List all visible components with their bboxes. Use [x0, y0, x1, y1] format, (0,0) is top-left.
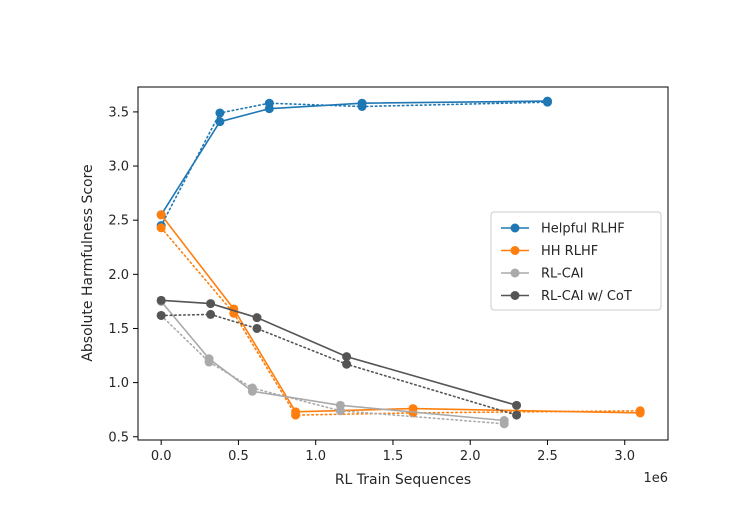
legend-item: RL-CAI w/ CoT	[501, 289, 632, 304]
data-point	[542, 96, 552, 106]
series-line-dotted	[160, 313, 518, 416]
data-point	[335, 400, 345, 410]
legend-label: RL-CAI w/ CoT	[541, 289, 632, 304]
legend-marker	[510, 223, 520, 233]
legend: Helpful RLHF HH RLHF RL-CAI RL-CAI w/ CoT	[490, 211, 662, 311]
series-line-dotted	[160, 314, 506, 425]
x-axis-ticks: 0.0 0.5 1.0 1.5 2.0 2.5 3.0	[151, 440, 635, 464]
data-point	[635, 408, 645, 418]
data-point	[357, 98, 367, 108]
legend-marker	[510, 246, 520, 255]
data-point	[342, 352, 352, 362]
data-point	[204, 354, 214, 364]
x-tick-label: 0.0	[151, 449, 172, 464]
legend-item: RL-CAI	[501, 267, 584, 282]
data-point	[499, 416, 509, 426]
y-tick-label: 3.0	[108, 160, 129, 175]
y-tick-label: 1.0	[108, 376, 129, 391]
data-point	[291, 407, 301, 417]
legend-label: HH RLHF	[541, 244, 598, 259]
legend-box	[490, 211, 662, 311]
plot-marks	[156, 96, 645, 429]
series-rl-cai-w-cot	[156, 295, 522, 420]
legend-marker	[510, 268, 520, 278]
legend-marker	[510, 291, 520, 300]
y-tick-label: 0.5	[108, 430, 129, 445]
y-tick-label: 1.5	[108, 322, 129, 337]
data-point	[156, 310, 166, 320]
x-tick-label: 1.5	[383, 449, 404, 464]
data-point	[156, 210, 166, 220]
y-axis-ticks: 0.5 1.0 1.5 2.0 2.5 3.0 3.5	[108, 105, 138, 445]
y-tick-label: 3.5	[108, 105, 129, 120]
x-axis-label: RL Train Sequences	[335, 472, 471, 488]
series-helpful-rlhf	[156, 96, 552, 231]
x-tick-label: 1.0	[305, 449, 326, 464]
data-point	[408, 404, 418, 414]
y-tick-label: 2.0	[108, 268, 129, 283]
x-tick-label: 2.0	[460, 449, 481, 464]
data-point	[512, 410, 522, 420]
plot-area-frame	[137, 86, 669, 441]
series-hh-rlhf	[156, 210, 645, 420]
legend-item: Helpful RLHF	[501, 222, 625, 237]
data-point	[252, 313, 262, 323]
data-point	[215, 117, 225, 127]
data-point	[252, 323, 262, 333]
data-point	[156, 295, 166, 305]
data-point	[342, 359, 352, 369]
x-tick-label: 0.5	[228, 449, 249, 464]
x-tick-label: 3.0	[614, 449, 635, 464]
x-axis-offset-label: 1e6	[643, 471, 668, 486]
legend-label: RL-CAI	[541, 267, 584, 282]
y-axis-label: Absolute Harmfulness Score	[80, 164, 96, 361]
data-point	[512, 400, 522, 410]
legend-item: HH RLHF	[501, 244, 598, 259]
data-point	[215, 108, 225, 118]
data-point	[264, 104, 274, 114]
legend-label: Helpful RLHF	[541, 222, 625, 237]
data-point	[206, 309, 216, 319]
data-point	[206, 299, 216, 309]
y-tick-label: 2.5	[108, 214, 129, 229]
data-point	[247, 386, 257, 396]
x-tick-label: 2.5	[537, 449, 558, 464]
data-point	[156, 223, 166, 233]
